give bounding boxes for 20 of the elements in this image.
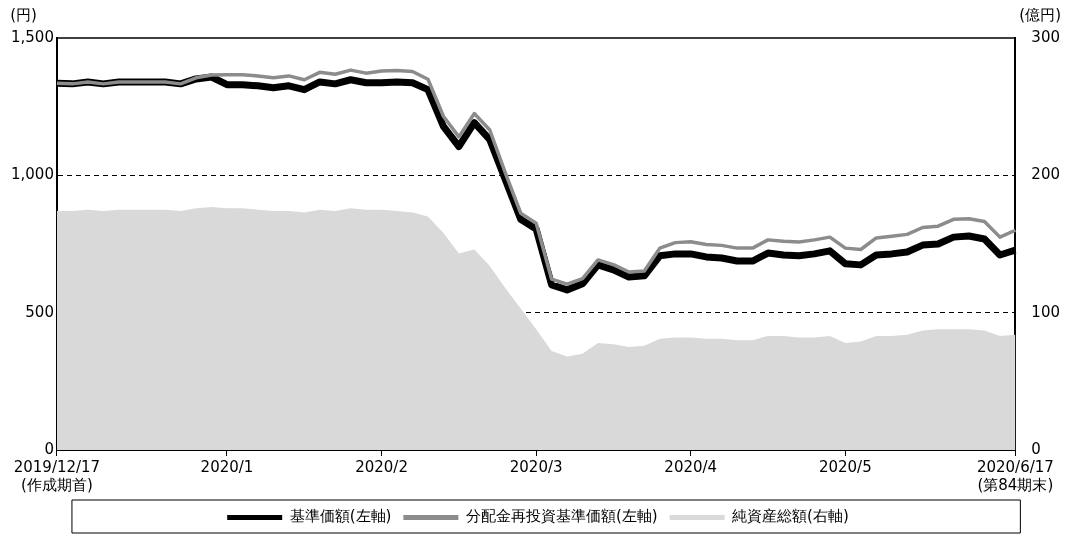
y-tick-label: 500 xyxy=(25,302,54,321)
y2-tick-label: 200 xyxy=(1031,165,1061,184)
x-tick-label: 2019/12/17 (作成期首) xyxy=(13,457,101,494)
legend-label: 分配金再投資基準価額(左軸) xyxy=(465,507,658,526)
y2-tick-label: 0 xyxy=(1031,439,1041,458)
legend-label: 純資産総額(右軸) xyxy=(732,507,849,526)
y2-tick-label: 100 xyxy=(1031,302,1061,321)
x-tick-label: 2020/3 xyxy=(509,457,563,476)
legend-label: 基準価額(左軸) xyxy=(289,507,392,526)
y-tick-label: 1,500 xyxy=(10,27,54,46)
y-tick-label: 1,000 xyxy=(10,165,54,184)
x-tick-label: 2020/2 xyxy=(355,457,408,476)
x-tick-label: 2020/5 xyxy=(818,457,872,476)
y-tick-label: 0 xyxy=(44,439,54,458)
y2-axis-title: (億円) xyxy=(1019,6,1062,25)
y-axis-title: (円) xyxy=(10,6,37,25)
x-tick-label: 2020/6/17 (第84期末) xyxy=(976,457,1054,494)
y2-tick-label: 300 xyxy=(1031,27,1061,46)
x-tick-label: 2020/4 xyxy=(664,457,718,476)
x-tick-label: 2020/1 xyxy=(200,457,254,476)
